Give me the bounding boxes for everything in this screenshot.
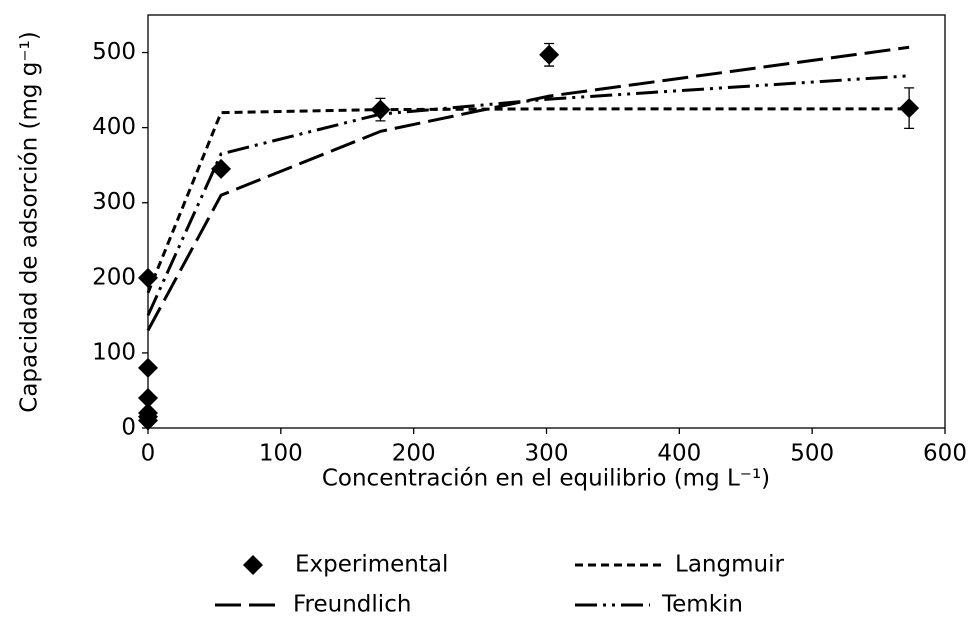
y-tick-label: 100	[92, 339, 136, 365]
y-tick-label: 400	[92, 114, 136, 140]
x-tick-label: 200	[392, 441, 436, 467]
fit-line	[146, 45, 910, 332]
legend-label: Freundlich	[293, 592, 411, 618]
y-tick-label: 0	[121, 415, 136, 441]
x-tick-label: 100	[259, 441, 303, 467]
legend-label: Langmuir	[675, 552, 784, 578]
legend-marker	[243, 555, 263, 575]
fit-line	[146, 107, 910, 294]
x-tick-label: 500	[790, 441, 834, 467]
x-tick-label: 300	[525, 441, 569, 467]
fit-line	[146, 74, 910, 316]
y-tick-label: 300	[92, 189, 136, 215]
data-point	[138, 357, 158, 378]
x-axis-label: Concentración en el equilibrio (mg L⁻¹)	[322, 466, 770, 492]
x-tick-label: 400	[657, 441, 701, 467]
data-point	[138, 402, 158, 423]
data-point	[539, 44, 560, 65]
data-point	[211, 158, 232, 179]
y-tick-label: 200	[92, 264, 136, 290]
legend-label: Experimental	[295, 552, 448, 578]
y-axis-label: Capacidad de adsorción (mg g⁻¹)	[17, 31, 43, 412]
x-tick-label: 0	[141, 441, 156, 467]
data-point	[138, 267, 158, 288]
x-tick-label: 600	[923, 441, 967, 467]
data-point	[899, 98, 920, 119]
y-tick-label: 500	[92, 39, 136, 65]
legend-label: Temkin	[661, 592, 743, 618]
data-point	[138, 387, 158, 408]
plot-frame	[147, 14, 946, 429]
